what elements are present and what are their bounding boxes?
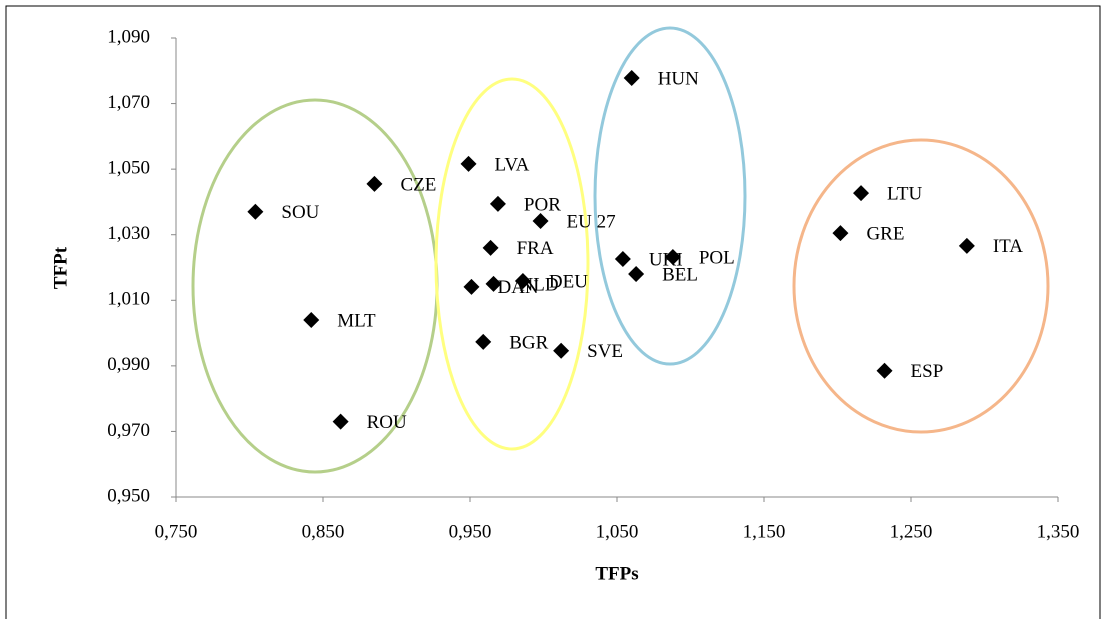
x-tick-label: 1,250 xyxy=(890,521,933,542)
x-tick-label: 0,750 xyxy=(155,521,198,542)
point xyxy=(853,185,870,202)
point-label: POL xyxy=(699,247,735,268)
point-label: FRA xyxy=(517,238,554,259)
point-label: POR xyxy=(524,194,561,215)
y-axis-title: TFPt xyxy=(50,246,71,289)
point-label: LTU xyxy=(887,183,922,204)
point xyxy=(489,195,506,212)
y-tick-label: 1,070 xyxy=(107,92,150,113)
x-tick-label: 0,850 xyxy=(302,521,345,542)
point xyxy=(623,69,640,86)
point xyxy=(463,278,480,295)
cluster-ellipse xyxy=(593,26,747,366)
y-tick-label: 1,050 xyxy=(107,158,150,179)
point-label: HUN xyxy=(658,68,699,89)
x-tick-label: 1,050 xyxy=(596,521,639,542)
point-label: MLT xyxy=(337,310,376,331)
point-label: BGR xyxy=(509,332,548,353)
point xyxy=(532,212,549,229)
point xyxy=(614,250,631,267)
point-label: SVE xyxy=(587,341,623,362)
point xyxy=(553,342,570,359)
point xyxy=(876,362,893,379)
y-tick-label: 1,090 xyxy=(107,26,150,47)
x-tick-label: 0,950 xyxy=(449,521,492,542)
point-label: DEU xyxy=(549,271,588,292)
point xyxy=(485,275,502,292)
point xyxy=(332,413,349,430)
y-tick-label: 1,010 xyxy=(107,289,150,310)
point xyxy=(628,266,645,283)
point xyxy=(247,203,264,220)
point-label: LVA xyxy=(495,154,530,175)
point xyxy=(664,249,681,266)
x-tick-label: 1,350 xyxy=(1037,521,1080,542)
point-label: GRE xyxy=(866,223,904,244)
point-label: ROU xyxy=(367,412,407,433)
point xyxy=(366,175,383,192)
point xyxy=(958,237,975,254)
y-tick-label: 0,970 xyxy=(107,420,150,441)
chart-border xyxy=(5,5,1101,619)
y-tick-label: 0,950 xyxy=(107,485,150,506)
x-tick-label: 1,150 xyxy=(743,521,786,542)
point-label: EU 27 xyxy=(567,211,616,232)
y-tick-label: 0,990 xyxy=(107,354,150,375)
point xyxy=(475,333,492,350)
point xyxy=(303,311,320,328)
point xyxy=(514,272,531,289)
point-label: ESP xyxy=(911,361,944,382)
point xyxy=(482,239,499,256)
point xyxy=(460,155,477,172)
point-label: CZE xyxy=(400,174,436,195)
point xyxy=(832,225,849,242)
y-tick-label: 1,030 xyxy=(107,223,150,244)
cluster-ellipse xyxy=(792,138,1050,434)
cluster-ellipse xyxy=(434,77,590,451)
point-label: BEL xyxy=(662,264,698,285)
point-label: SOU xyxy=(281,202,319,223)
point-label: ITA xyxy=(993,236,1023,257)
x-axis-title: TFPs xyxy=(595,563,638,584)
